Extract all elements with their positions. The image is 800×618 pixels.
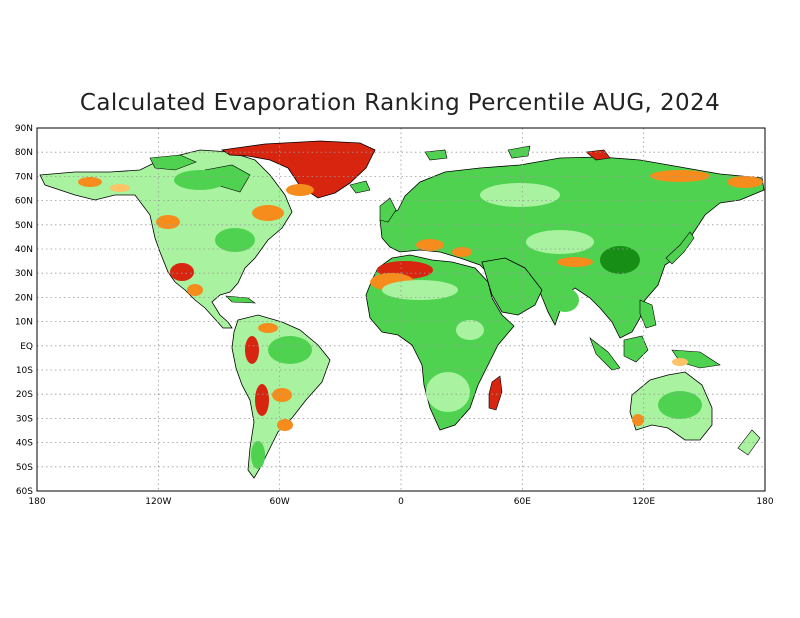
borneo-island (623, 335, 649, 363)
madagascar-island (488, 375, 503, 411)
patch-peru-red (245, 336, 259, 364)
patch-alaska-orange (78, 177, 102, 187)
philippines-islands (639, 299, 657, 329)
lat-tick-label: 10N (15, 318, 33, 328)
lat-tick-label: 30N (15, 269, 33, 279)
patch-east-africa-light (456, 320, 484, 340)
longitude-tick-labels: 180 120W 60W 0 60E 120E 180 (28, 497, 773, 507)
arabia-landmass (481, 257, 543, 316)
patch-patagonia-green (251, 441, 265, 469)
patch-arctic-coast-orange (650, 170, 710, 182)
patch-australia-green (658, 391, 702, 419)
lat-tick-label: 10S (16, 366, 33, 376)
patch-amazon-green (268, 336, 312, 364)
british-isles (379, 197, 397, 223)
patch-turkey (452, 247, 472, 257)
map-title: Calculated Evaporation Ranking Percentil… (79, 90, 721, 116)
iceland-island (349, 180, 371, 194)
patch-sahel-green (380, 305, 460, 325)
patch-australia-orange2 (672, 358, 688, 366)
patch-mexico-orange (187, 284, 203, 296)
lat-tick-label: 20N (15, 293, 33, 303)
patch-russia-light (480, 183, 560, 207)
patch-canada-east (252, 205, 284, 221)
patch-india-green (551, 288, 579, 312)
lat-tick-label: 60S (16, 487, 33, 497)
patch-siberia-orange (727, 176, 763, 188)
lon-tick-label: 120E (632, 497, 655, 507)
sumatra-island (589, 337, 621, 371)
lon-tick-label: 180 (28, 497, 45, 507)
lon-tick-label: 120W (145, 497, 171, 507)
lat-tick-label: 30S (16, 414, 33, 424)
greenland-landmass (220, 140, 376, 199)
lat-tick-label: 80N (15, 148, 33, 158)
lon-tick-label: 60E (514, 497, 531, 507)
patch-mexico (170, 263, 194, 281)
percentile-patch-layer (78, 170, 763, 469)
patch-andes-red (255, 384, 269, 416)
patch-mediterranean (416, 239, 444, 251)
patch-central-asia-light (526, 230, 594, 254)
patch-greenland-edge (286, 184, 314, 196)
lon-tick-label: 180 (756, 497, 773, 507)
patch-tibet-orange (557, 257, 593, 267)
patch-us-west (156, 215, 180, 229)
patch-yukon-orange (110, 184, 130, 192)
lat-tick-label: 60N (15, 197, 33, 207)
lat-tick-label: 70N (15, 172, 33, 182)
patch-colombia-orange (258, 323, 278, 333)
patch-brazil-orange (272, 388, 292, 402)
lat-tick-label: 90N (15, 124, 33, 134)
lat-tick-label: EQ (20, 342, 33, 352)
lat-tick-label: 40S (16, 439, 33, 449)
lat-tick-label: 50S (16, 463, 33, 473)
lat-tick-label: 40N (15, 245, 33, 255)
lon-tick-label: 60W (269, 497, 289, 507)
patch-us-east-green (215, 228, 255, 252)
arctic-archipelago (149, 154, 197, 171)
lat-tick-label: 20S (16, 390, 33, 400)
lat-tick-label: 50N (15, 221, 33, 231)
patch-china-dark (600, 246, 640, 274)
japan-island (665, 231, 695, 265)
patch-argentina-orange (277, 419, 293, 431)
plot-frame (36, 127, 766, 492)
lon-tick-label: 0 (398, 497, 404, 507)
patch-australia-orange (632, 414, 644, 426)
latitude-tick-labels: 90N 80N 70N 60N 50N 40N 30N 20N 10N EQ 10S 20S 30S 40… (15, 124, 33, 497)
svalbard-island (424, 149, 448, 161)
patch-canada-green (174, 170, 226, 190)
gridlines (37, 128, 765, 491)
patch-southern-africa-light (426, 372, 470, 412)
